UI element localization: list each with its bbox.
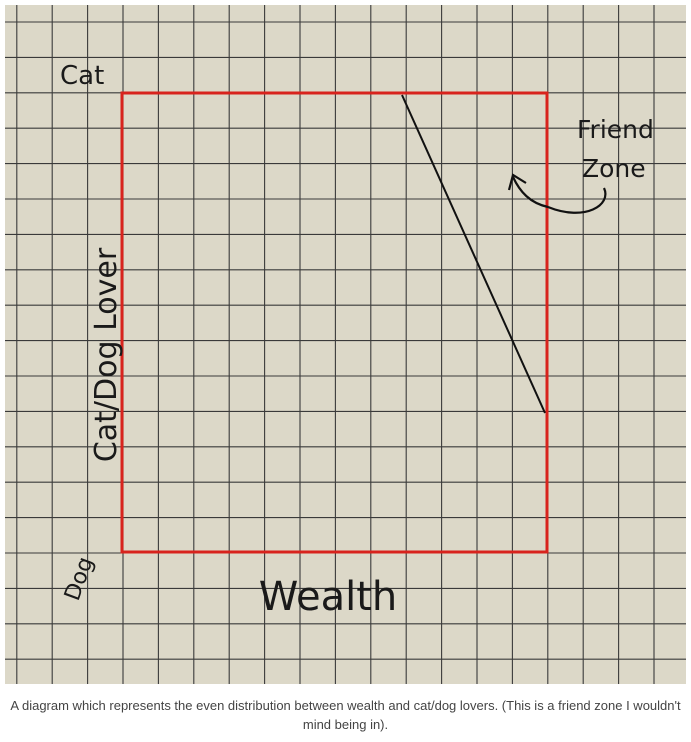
arrow-curve (512, 176, 607, 214)
diagram: Cat Dog Cat/Dog Lover Wealth Friend Zone (5, 5, 686, 684)
paper (5, 5, 686, 684)
zone-label: Friend (577, 115, 654, 144)
cat-label: Cat (60, 61, 104, 91)
caption: A diagram which represents the even dist… (10, 698, 681, 732)
x-axis-label: Wealth (259, 574, 397, 620)
arrow-head (507, 173, 527, 191)
zone-label: Zone (582, 154, 646, 183)
red-box (120, 91, 549, 554)
friend-zone-line (401, 94, 546, 414)
y-axis-label: Cat/Dog Lover (89, 247, 124, 462)
